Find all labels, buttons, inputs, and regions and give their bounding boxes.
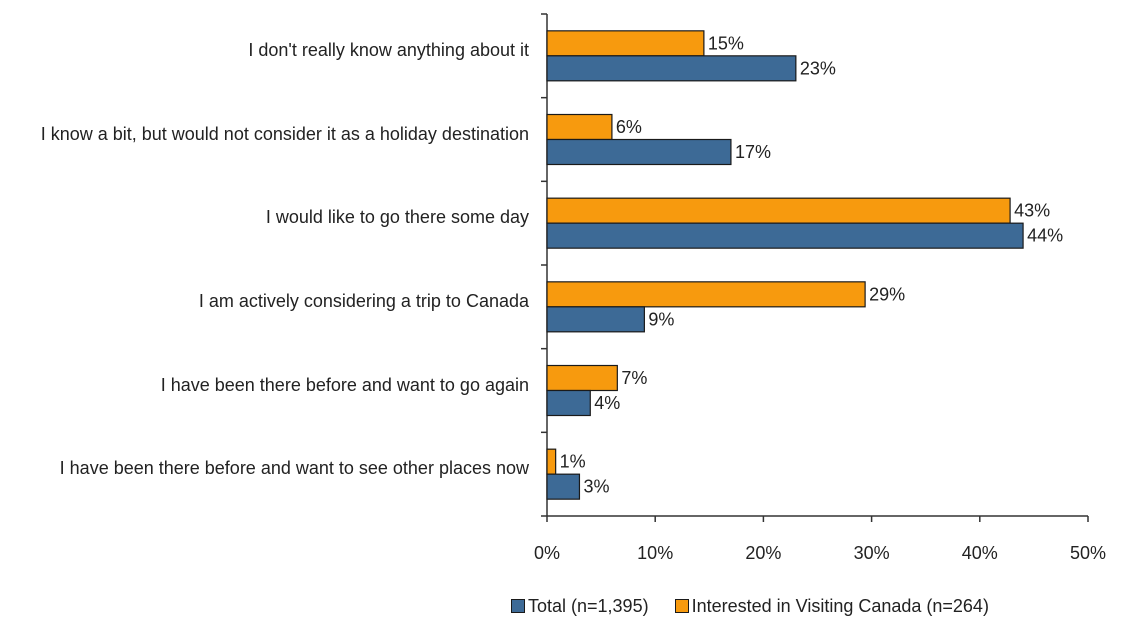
bar-interested (546, 197, 1011, 224)
bar-total (546, 222, 1024, 249)
bar-interested (546, 30, 705, 57)
data-label-total: 44% (1027, 226, 1063, 246)
legend-label-interested: Interested in Visiting Canada (n=264) (691, 596, 989, 616)
x-tick-label: 50% (1070, 543, 1106, 563)
data-label-interested: 7% (621, 368, 647, 388)
x-tick-label: 0% (534, 543, 560, 563)
data-label-interested: 6% (616, 117, 642, 137)
x-tick-label: 30% (854, 543, 890, 563)
x-tick-label: 10% (637, 543, 673, 563)
x-tick-label: 20% (745, 543, 781, 563)
bar-total (546, 389, 591, 417)
data-label-total: 4% (594, 393, 620, 413)
data-label-interested: 1% (560, 452, 586, 472)
bar-interested (546, 364, 618, 392)
legend-swatch-total (511, 599, 525, 613)
data-label-interested: 43% (1014, 201, 1050, 221)
legend-label-total: Total (n=1,395) (528, 596, 649, 616)
bar-interested (546, 113, 613, 141)
x-tick-label: 40% (962, 543, 998, 563)
bar-total (546, 473, 581, 500)
bar-total (546, 55, 797, 82)
data-label-total: 3% (583, 477, 609, 497)
legend-item-interested: Interested in Visiting Canada (n=264) (674, 596, 989, 616)
data-label-interested: 15% (708, 33, 744, 53)
data-label-total: 9% (648, 309, 674, 329)
data-label-total: 23% (800, 58, 836, 78)
bar-total (546, 306, 645, 333)
bar-interested (546, 281, 866, 308)
category-label: I would like to go there some day (265, 207, 529, 228)
bar-interested (546, 448, 557, 475)
bar-total (546, 138, 732, 166)
data-label-total: 17% (735, 142, 771, 162)
category-label: I have been there before and want to go … (160, 374, 529, 395)
category-label: I know a bit, but would not consider it … (40, 123, 529, 144)
category-label: I don't really know anything about it (248, 39, 529, 60)
category-label: I am actively considering a trip to Cana… (198, 290, 529, 311)
legend: Total (n=1,395) Interested in Visiting C… (511, 596, 1015, 616)
legend-swatch-interested (674, 599, 689, 613)
legend-item-total: Total (n=1,395) (511, 596, 649, 616)
category-label: I have been there before and want to see… (59, 458, 529, 479)
data-label-interested: 29% (869, 284, 905, 304)
